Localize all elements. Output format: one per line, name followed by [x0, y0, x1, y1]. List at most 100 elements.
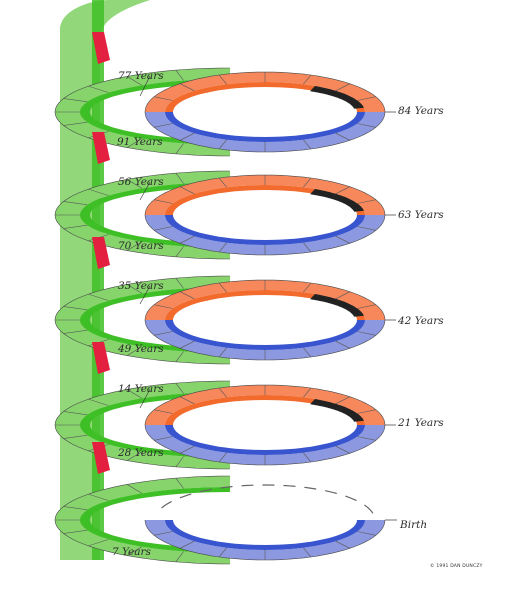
coil-green-tick	[88, 293, 109, 301]
coil-green-tick	[88, 85, 109, 93]
bottom-ring-blue-tick	[154, 531, 173, 536]
ring-blue-tick	[335, 445, 351, 454]
label-84-years: 84 Years	[398, 105, 444, 117]
coil-green-tick	[175, 143, 184, 154]
ring-blue-tick	[357, 331, 376, 336]
red-wedge	[92, 32, 110, 64]
ring-orange-tick	[357, 96, 376, 101]
coil-green-tick	[126, 284, 142, 294]
bottom-ring-blue-tick	[303, 547, 312, 558]
label-21-years: 21 Years	[398, 417, 444, 429]
ring-black-shade	[310, 86, 364, 109]
ring-orange-tick	[179, 396, 195, 405]
ring-blue-edge	[144, 214, 386, 256]
coil-green-tick	[175, 383, 184, 394]
coil-green-edge	[54, 275, 231, 365]
ring-orange-tick	[357, 199, 376, 204]
ring-orange-tick	[303, 387, 312, 398]
bottom-ring-blue-tick	[335, 540, 351, 549]
ring-blue-inner	[165, 112, 365, 142]
ring-orange-tick	[335, 291, 351, 300]
label-56-years: 56 Years	[118, 176, 164, 188]
ring-orange-tick	[154, 409, 173, 414]
coil-green-tick	[63, 529, 88, 534]
ring-orange-tick	[218, 387, 227, 398]
ring-blue-edge	[144, 319, 386, 361]
coil-green-tick	[175, 551, 184, 562]
red-wedge	[92, 342, 110, 374]
label-leader	[139, 75, 151, 97]
bottom-ring-blue-edge	[144, 519, 386, 561]
coil-green-tick	[88, 398, 109, 406]
coil-green-tick	[63, 121, 88, 126]
coil-green-tick	[63, 201, 88, 206]
ring-orange-band	[145, 385, 385, 425]
ring-orange-tick	[303, 74, 312, 85]
coil-green-tick	[88, 188, 109, 196]
ring-blue-tick	[179, 132, 195, 141]
coil-green-tick	[175, 478, 184, 489]
coil-green-tick	[175, 456, 184, 467]
label-63-years: 63 Years	[398, 209, 444, 221]
ring-orange-tick	[154, 96, 173, 101]
label-leader	[139, 285, 151, 305]
ring-orange-band	[145, 280, 385, 320]
ring-blue-tick	[303, 452, 312, 463]
label-35-years: 35 Years	[118, 280, 164, 292]
coil-green-tick	[175, 246, 184, 257]
ring-blue-tick	[335, 340, 351, 349]
ring-orange-tick	[218, 282, 227, 293]
coil-green-tick	[126, 138, 142, 148]
ring-blue-band	[145, 320, 385, 360]
coil-green-tick	[175, 173, 184, 184]
ring-blue-tick	[218, 242, 227, 253]
ring-blue-tick	[303, 139, 312, 150]
coil-green-tick	[175, 278, 184, 289]
ring-blue-tick	[218, 139, 227, 150]
coil-green-edge	[54, 380, 231, 470]
ring-blue-tick	[179, 445, 195, 454]
coil-green-tick	[63, 411, 88, 416]
label-77-years: 77 Years	[118, 70, 164, 82]
ring-blue-edge	[144, 111, 386, 153]
coil-green-tick	[126, 451, 142, 461]
label-leader	[139, 388, 151, 409]
bottom-ring-dashed-back	[161, 484, 374, 515]
ring-orange-tick	[335, 83, 351, 92]
ring-blue-tick	[335, 235, 351, 244]
ring-orange-tick	[179, 186, 195, 195]
ring-blue-tick	[154, 331, 173, 336]
label-70-years: 70 Years	[118, 240, 164, 252]
ring-orange-tick	[154, 199, 173, 204]
ring-blue-tick	[179, 235, 195, 244]
ring-blue-tick	[218, 347, 227, 358]
bottom-ring-blue-tick	[357, 531, 376, 536]
ring-orange-tick	[154, 304, 173, 309]
coil-green-tick	[88, 539, 109, 547]
ring-orange-tick	[357, 409, 376, 414]
ring-blue-inner	[165, 425, 365, 455]
ring-blue-tick	[154, 436, 173, 441]
ring-blue-band	[145, 425, 385, 465]
label-91-years: 91 Years	[117, 136, 163, 148]
label-7-years: 7 Years	[112, 546, 151, 558]
ring-blue-band	[145, 112, 385, 152]
ring-blue-tick	[154, 123, 173, 128]
ring-blue-band	[145, 215, 385, 255]
ring-orange-band	[145, 72, 385, 112]
label-birth: Birth	[400, 519, 428, 531]
ring-orange-band	[145, 175, 385, 215]
coil-green-tick	[63, 329, 88, 334]
coil-green-tick	[126, 389, 142, 399]
coil-green-tick	[175, 70, 184, 81]
ring-blue-tick	[335, 132, 351, 141]
coil-green-tick	[126, 546, 142, 556]
ring-black-shade	[310, 294, 364, 317]
coil-green-tick	[126, 241, 142, 251]
ring-orange-edge	[144, 174, 386, 216]
ring-blue-inner	[165, 320, 365, 350]
ring-orange-edge	[144, 71, 386, 113]
bottom-ring-blue-band	[145, 520, 385, 560]
ring-orange-edge	[144, 384, 386, 426]
